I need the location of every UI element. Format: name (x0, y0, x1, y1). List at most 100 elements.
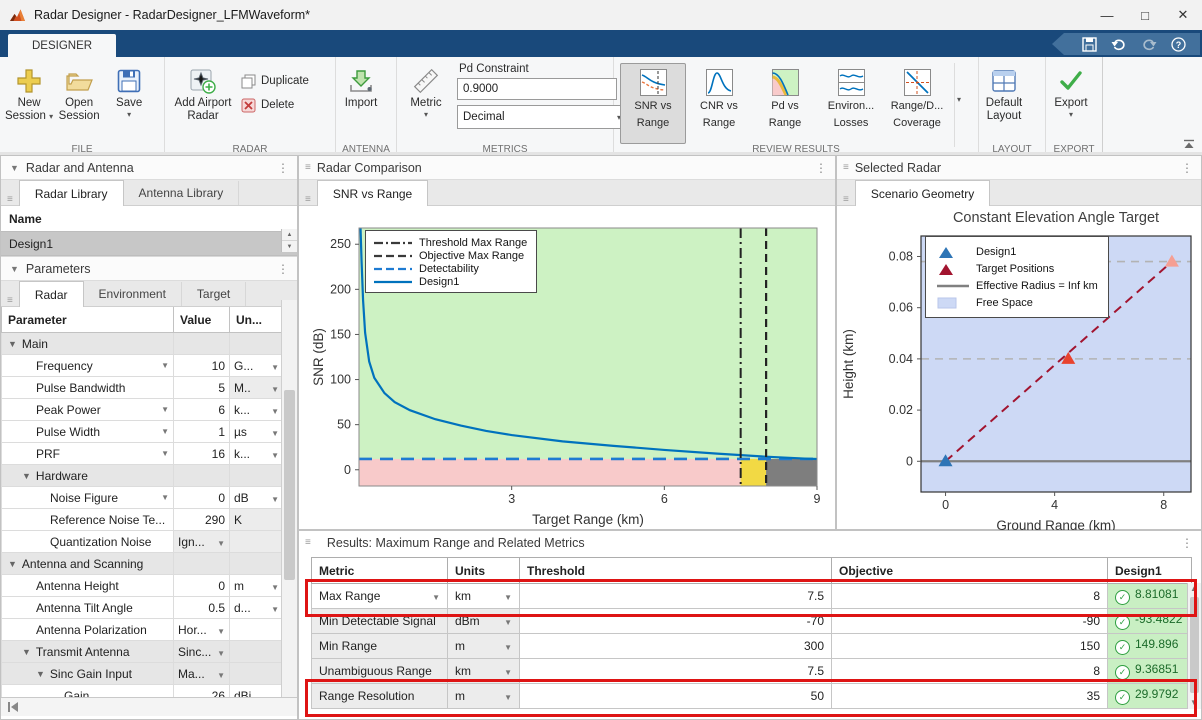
dropdown-arrow-icon[interactable]: ▼ (161, 361, 169, 370)
pd-constraint-input[interactable] (457, 78, 617, 100)
param-unit-cell[interactable] (229, 552, 284, 575)
results-scrollbar[interactable]: ▲ ▼ (1187, 583, 1201, 709)
results-row[interactable]: Max Range ▼ km ▼ 7.5 8 ✓ 8.81081 (311, 583, 1192, 609)
dropdown-arrow-icon[interactable]: ▼ (271, 604, 279, 614)
results-row[interactable]: Range Resolution m ▼ 50 35 ✓ 29.9792 (311, 683, 1192, 709)
param-value-cell[interactable]: Ma... ▼ (173, 662, 230, 685)
spin-up-icon[interactable]: ▲ (282, 229, 297, 241)
threshold-cell[interactable]: -70 (519, 608, 832, 634)
format-dropdown[interactable]: Decimal ▾ (457, 105, 627, 129)
param-unit-cell[interactable]: G... ▼ (229, 354, 284, 377)
param-row[interactable]: Peak Power ▼ 6 k... ▼ (1, 398, 284, 421)
dropdown-arrow-icon[interactable]: ▼ (271, 428, 279, 438)
dropdown-arrow-icon[interactable]: ▼ (217, 626, 225, 636)
kebab-menu-icon[interactable]: ⋮ (277, 160, 289, 175)
objective-cell[interactable]: -90 (831, 608, 1108, 634)
dropdown-arrow-icon[interactable]: ▼ (432, 593, 440, 602)
param-unit-cell[interactable]: M.. ▼ (229, 376, 284, 399)
threshold-cell[interactable]: 300 (519, 633, 832, 659)
export-button[interactable]: Export ▾ (1047, 61, 1095, 139)
param-value-cell[interactable]: 6 (173, 398, 230, 421)
param-group-row[interactable]: ▼ Sinc Gain Input Ma... ▼ (1, 662, 284, 685)
tab-environment[interactable]: Environment (83, 282, 182, 306)
duplicate-button[interactable]: Duplicate (237, 69, 313, 93)
param-value-cell[interactable]: 1 (173, 420, 230, 443)
close-button[interactable]: ✕ (1177, 7, 1189, 22)
tab-radar-library[interactable]: Radar Library (18, 180, 124, 206)
results-row[interactable]: Min Range m ▼ 300 150 ✓ 149.896 (311, 633, 1192, 659)
param-unit-cell[interactable] (229, 530, 284, 553)
dropdown-arrow-icon[interactable]: ▼ (161, 427, 169, 436)
param-unit-cell[interactable]: k... ▼ (229, 398, 284, 421)
dropdown-arrow-icon[interactable]: ▼ (271, 582, 279, 592)
param-value-cell[interactable]: 0.5 (173, 596, 230, 619)
tab-radar[interactable]: Radar (18, 281, 84, 307)
tab-antenna-library[interactable]: Antenna Library (123, 181, 240, 205)
dropdown-arrow-icon[interactable]: ▼ (161, 405, 169, 414)
param-value-cell[interactable]: Hor... ▼ (173, 618, 230, 641)
units-cell[interactable]: km ▼ (447, 658, 520, 684)
scroll-down-icon[interactable]: ▼ (1190, 698, 1198, 707)
dropdown-arrow-icon[interactable]: ▼ (161, 493, 169, 502)
param-value-cell[interactable] (173, 552, 230, 575)
kebab-menu-icon[interactable]: ⋮ (1181, 535, 1193, 550)
param-value-cell[interactable]: 0 (173, 486, 230, 509)
param-unit-cell[interactable]: µs ▼ (229, 420, 284, 443)
param-row[interactable]: Reference Noise Te... 290 K (1, 508, 284, 531)
collapse-caret-icon[interactable]: ▼ (10, 162, 19, 173)
scroll-home-icon[interactable] (7, 702, 19, 712)
tab-snr-vs-range[interactable]: SNR vs Range (316, 180, 429, 206)
results-row[interactable]: Unambiguous Range km ▼ 7.5 8 ✓ 9.36851 (311, 658, 1192, 684)
dropdown-arrow-icon[interactable]: ▼ (271, 384, 279, 394)
dropdown-arrow-icon[interactable]: ▼ (504, 618, 512, 627)
panel-drag-handle-icon[interactable]: ≡ (7, 194, 13, 205)
panel-drag-handle-icon[interactable]: ≡ (305, 162, 311, 173)
panel-drag-handle-icon[interactable]: ≡ (843, 194, 849, 205)
units-cell[interactable]: km ▼ (447, 583, 520, 609)
param-unit-cell[interactable]: d... ▼ (229, 596, 284, 619)
param-row[interactable]: Pulse Width ▼ 1 µs ▼ (1, 420, 284, 443)
param-table-hscroll[interactable] (1, 697, 297, 716)
dropdown-arrow-icon[interactable]: ▼ (271, 494, 279, 504)
objective-cell[interactable]: 8 (831, 583, 1108, 609)
save-button[interactable]: Save ▾ (105, 61, 153, 139)
param-value-cell[interactable]: 16 (173, 442, 230, 465)
param-value-cell[interactable]: 290 (173, 508, 230, 531)
dropdown-arrow-icon[interactable]: ▼ (504, 593, 512, 602)
metric-cell[interactable]: Min Range (311, 633, 448, 659)
metric-button[interactable]: Metric ▾ (402, 61, 450, 139)
dropdown-arrow-icon[interactable]: ▼ (271, 450, 279, 460)
objective-cell[interactable]: 150 (831, 633, 1108, 659)
metric-cell[interactable]: Min Detectable Signal (311, 608, 448, 634)
range-doppler-coverage-button[interactable]: Range/D... Coverage (884, 63, 950, 144)
scrollbar-thumb[interactable] (1190, 597, 1199, 693)
collapse-caret-icon[interactable]: ▼ (8, 558, 17, 569)
tab-scenario-geometry[interactable]: Scenario Geometry (854, 180, 991, 206)
param-value-cell[interactable] (173, 332, 230, 355)
dropdown-arrow-icon[interactable]: ▼ (217, 670, 225, 680)
param-unit-cell[interactable] (229, 662, 284, 685)
quick-save-icon[interactable] (1082, 36, 1097, 52)
param-group-row[interactable]: ▼ Antenna and Scanning (1, 552, 284, 575)
param-value-cell[interactable]: 10 (173, 354, 230, 377)
open-session-button[interactable]: Open Session (55, 61, 103, 139)
redo-icon[interactable] (1141, 37, 1157, 51)
scroll-up-icon[interactable]: ▲ (1190, 584, 1198, 593)
panel-drag-handle-icon[interactable]: ≡ (7, 295, 13, 306)
param-value-cell[interactable]: 5 (173, 376, 230, 399)
import-button[interactable]: Import (337, 61, 385, 139)
collapse-ribbon-icon[interactable] (1182, 139, 1196, 149)
default-layout-button[interactable]: Default Layout (980, 61, 1028, 139)
spin-down-icon[interactable]: ▼ (282, 241, 297, 252)
dropdown-arrow-icon[interactable]: ▼ (271, 362, 279, 372)
param-row[interactable]: Quantization Noise Ign... ▼ (1, 530, 284, 553)
add-airport-radar-button[interactable]: Add Airport Radar (170, 61, 236, 139)
design-row-design1[interactable]: Design1 (1, 232, 297, 256)
param-value-cell[interactable]: Ign... ▼ (173, 530, 230, 553)
scrollbar-thumb[interactable] (284, 390, 295, 580)
units-cell[interactable]: m ▼ (447, 683, 520, 709)
param-row[interactable]: PRF ▼ 16 k... ▼ (1, 442, 284, 465)
environment-losses-button[interactable]: Environ... Losses (818, 63, 884, 144)
gallery-dropdown-icon[interactable]: ▾ (957, 95, 962, 104)
units-cell[interactable]: m ▼ (447, 633, 520, 659)
